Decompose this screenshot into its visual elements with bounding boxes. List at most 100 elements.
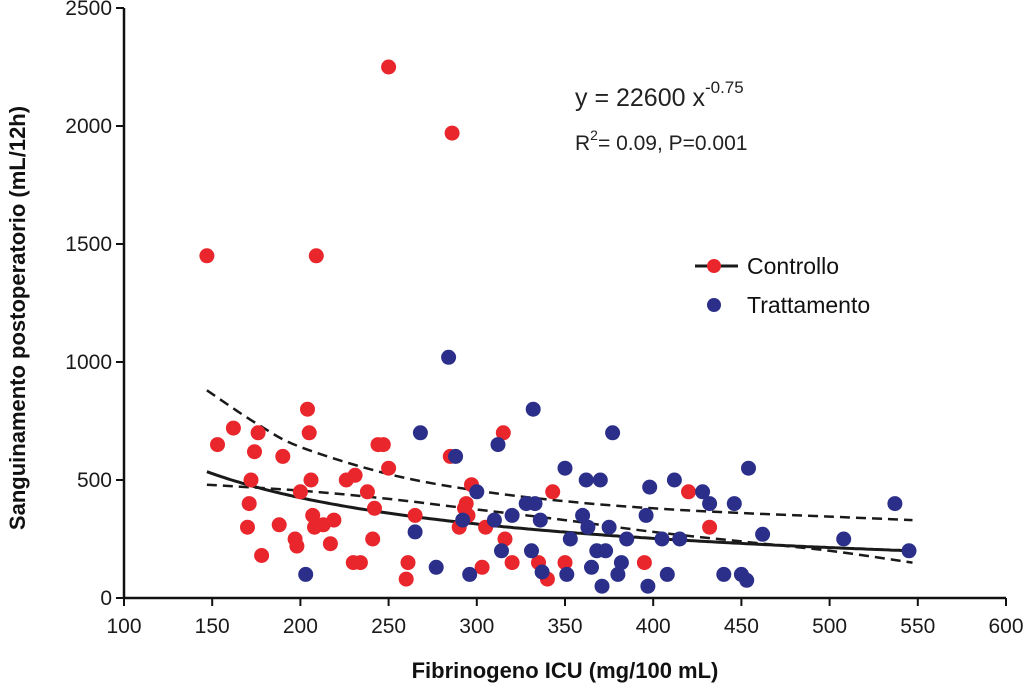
data-point-controllo [407, 507, 423, 523]
data-point-controllo [271, 517, 287, 533]
data-point-controllo [495, 425, 511, 441]
data-point-controllo [247, 444, 262, 460]
data-point-trattamento [598, 543, 614, 559]
data-point-trattamento [901, 543, 917, 559]
data-point-trattamento [666, 472, 682, 488]
data-point-trattamento [462, 566, 478, 582]
data-point-trattamento [504, 507, 520, 523]
data-point-controllo [681, 484, 696, 500]
data-point-trattamento [702, 496, 718, 512]
data-point-trattamento [601, 519, 617, 535]
data-point-trattamento [559, 566, 575, 582]
data-point-trattamento [469, 484, 485, 500]
x-tick-label: 200 [283, 615, 318, 638]
data-point-trattamento [490, 437, 506, 453]
data-point-controllo [301, 425, 317, 441]
data-point-controllo [557, 555, 573, 571]
data-point-controllo [375, 437, 391, 453]
y-tick-label: 500 [77, 469, 112, 492]
data-point-controllo [241, 496, 257, 512]
y-tick-label: 2500 [65, 0, 112, 20]
data-point-controllo [326, 512, 342, 528]
data-point-trattamento [580, 519, 596, 535]
data-point-trattamento [557, 460, 573, 476]
data-point-controllo [381, 59, 397, 75]
data-point-trattamento [642, 479, 658, 495]
data-point-trattamento [654, 531, 670, 547]
fit-curve [206, 470, 913, 553]
data-point-controllo [199, 248, 215, 264]
data-point-trattamento [532, 512, 548, 528]
data-point-controllo [497, 531, 513, 547]
y-tick-label: 0 [100, 587, 112, 610]
data-point-trattamento [726, 496, 742, 512]
data-point-trattamento [455, 512, 471, 528]
x-tick-label: 100 [106, 615, 141, 638]
data-point-controllo [300, 401, 315, 417]
axes [122, 8, 1006, 600]
x-tick-label: 150 [195, 615, 230, 638]
data-point-trattamento [695, 484, 711, 500]
data-point-controllo [250, 425, 266, 441]
y-tick-label: 1500 [65, 233, 112, 256]
data-point-controllo [243, 472, 259, 488]
x-tick-label: 550 [900, 615, 935, 638]
data-point-trattamento [524, 543, 539, 559]
legend-trattamento-label: Trattamento [747, 292, 870, 318]
x-tick-label: 600 [988, 615, 1023, 638]
data-point-controllo [458, 496, 474, 512]
data-point-controllo [254, 548, 270, 563]
data-point-trattamento [619, 531, 635, 547]
equation-text: y = 22600 x-0.75 [575, 78, 744, 112]
data-point-controllo [702, 519, 718, 535]
data-point-trattamento [412, 425, 428, 441]
data-point-trattamento [441, 349, 457, 365]
y-axis-title: Sanguinamento postoperatorio (mL/12h) [5, 106, 30, 530]
data-point-controllo [367, 500, 382, 516]
data-point-controllo [545, 484, 561, 500]
data-point-trattamento [525, 401, 541, 417]
data-point-trattamento [594, 578, 610, 594]
r2-value: = 0.09, P=0.001 [598, 132, 747, 155]
data-point-trattamento [428, 559, 444, 575]
data-point-controllo [359, 484, 375, 500]
data-point-trattamento [407, 524, 423, 540]
data-point-trattamento [578, 472, 594, 488]
data-point-controllo [322, 536, 338, 552]
legend-trattamento-marker [707, 298, 721, 312]
data-point-controllo [289, 538, 305, 554]
data-point-controllo [352, 555, 368, 571]
r2-superscript: 2 [590, 127, 598, 143]
data-point-controllo [474, 559, 490, 575]
points-layer [199, 59, 917, 594]
equation-exponent: -0.75 [705, 78, 744, 97]
data-point-trattamento [836, 531, 852, 547]
data-point-trattamento [527, 496, 543, 512]
data-point-trattamento [887, 496, 903, 512]
data-point-controllo [381, 460, 397, 476]
data-point-trattamento [486, 512, 502, 528]
x-tick-label: 450 [724, 615, 759, 638]
data-point-controllo [275, 448, 291, 464]
equation-prefix: y = 22600 x [575, 84, 705, 112]
data-point-trattamento [716, 566, 732, 582]
data-point-trattamento [640, 578, 656, 594]
data-point-controllo [303, 472, 319, 488]
data-point-controllo [636, 555, 652, 571]
data-point-controllo [308, 248, 324, 264]
data-point-trattamento [610, 566, 626, 582]
data-point-trattamento [575, 507, 591, 523]
data-point-controllo [400, 555, 416, 571]
y-tick-label: 2000 [65, 115, 112, 138]
x-tick-label: 300 [459, 615, 494, 638]
data-point-trattamento [605, 425, 621, 441]
data-point-controllo [504, 555, 520, 571]
equation-annotation: y = 22600 x-0.75 R2= 0.09, P=0.001 [575, 78, 747, 155]
r2-text: R2= 0.09, P=0.001 [575, 127, 747, 155]
data-point-trattamento [613, 555, 629, 571]
data-point-controllo [444, 125, 460, 141]
y-tick-label: 1000 [65, 351, 112, 374]
data-point-trattamento [448, 448, 464, 464]
x-tick-label: 250 [371, 615, 406, 638]
